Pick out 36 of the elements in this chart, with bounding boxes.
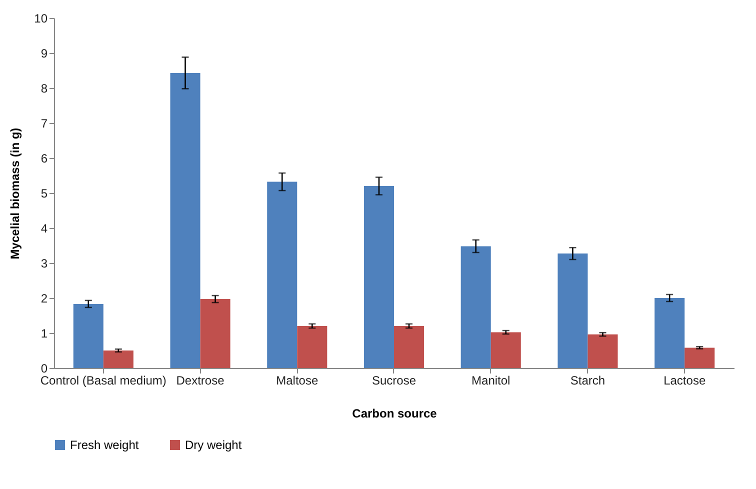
y-tick-label: 5 [40, 186, 48, 200]
legend-label: Dry weight [185, 438, 242, 452]
bar [684, 348, 715, 368]
x-tick-label: Sucrose [372, 374, 416, 388]
x-tick-label: Manitol [472, 374, 510, 388]
x-tick-label: Dextrose [176, 374, 225, 388]
bar [460, 246, 491, 368]
bar [103, 350, 134, 368]
y-tick-label: 6 [40, 152, 48, 166]
y-axis-title: Mycelial biomass (in g) [8, 128, 22, 260]
bar [588, 334, 618, 368]
bar [200, 299, 230, 368]
y-tick-label: 3 [40, 256, 48, 270]
y-tick-label: 7 [40, 116, 48, 130]
bar [490, 332, 521, 368]
y-tick-label: 10 [34, 12, 48, 26]
bar [170, 72, 200, 368]
bar [297, 326, 328, 368]
y-tick-label: 0 [40, 362, 48, 376]
x-tick-label: Starch [570, 374, 606, 388]
x-axis-title: Carbon source [352, 406, 438, 420]
legend-label: Fresh weight [70, 438, 140, 452]
y-tick-label: 4 [40, 222, 48, 236]
bar [73, 304, 104, 368]
bar [394, 326, 424, 368]
bar [364, 186, 394, 368]
bar [654, 298, 685, 368]
x-tick-label: Lactose [664, 374, 706, 388]
y-tick-label: 2 [40, 292, 48, 306]
x-tick-label: Maltose [276, 374, 318, 388]
bar [267, 182, 298, 368]
y-tick-label: 9 [40, 46, 48, 60]
x-tick-label: Control (Basal medium) [40, 374, 166, 388]
y-tick-label: 1 [40, 326, 48, 340]
bar [558, 254, 588, 368]
y-tick-label: 8 [40, 82, 48, 96]
